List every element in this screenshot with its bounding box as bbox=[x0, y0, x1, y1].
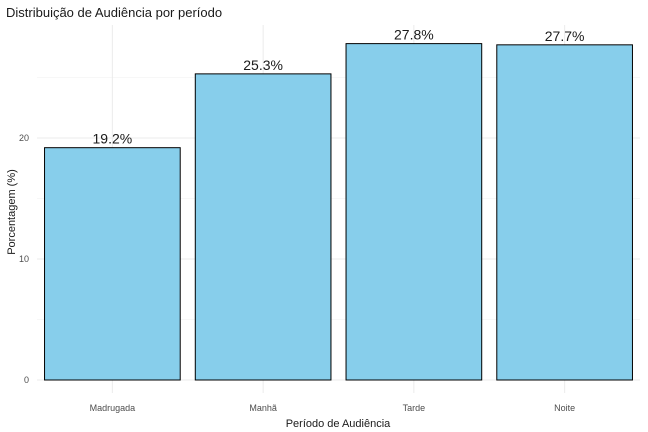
x-tick-label: Tarde bbox=[403, 403, 426, 413]
bar-tarde bbox=[345, 43, 483, 381]
y-tick-label: 0 bbox=[24, 375, 29, 385]
y-tick-label: 20 bbox=[19, 133, 29, 143]
x-tick-label: Madrugada bbox=[90, 403, 136, 413]
x-tick-label: Noite bbox=[554, 403, 575, 413]
y-axis-title: Porcentagem (%) bbox=[6, 169, 18, 255]
bar-manh- bbox=[194, 73, 332, 381]
x-tick-labels: Madrugada Manhã Tarde Noite bbox=[90, 403, 576, 413]
bar-noite bbox=[496, 44, 633, 381]
y-tick-labels: 0 10 20 bbox=[19, 133, 29, 385]
data-labels: 19.2% 25.3% 27.8% 27.7% bbox=[93, 27, 585, 147]
x-tick-label: Manhã bbox=[249, 403, 277, 413]
bar-madrugada bbox=[44, 147, 181, 381]
data-label: 27.8% bbox=[394, 27, 434, 43]
data-label: 25.3% bbox=[243, 57, 283, 73]
data-label: 27.7% bbox=[545, 28, 585, 44]
bars bbox=[44, 43, 633, 381]
y-tick-label: 10 bbox=[19, 254, 29, 264]
x-axis-title: Período de Audiência bbox=[286, 418, 391, 430]
chart-title: Distribuição de Audiência por período bbox=[6, 5, 222, 20]
data-label: 19.2% bbox=[93, 131, 133, 147]
